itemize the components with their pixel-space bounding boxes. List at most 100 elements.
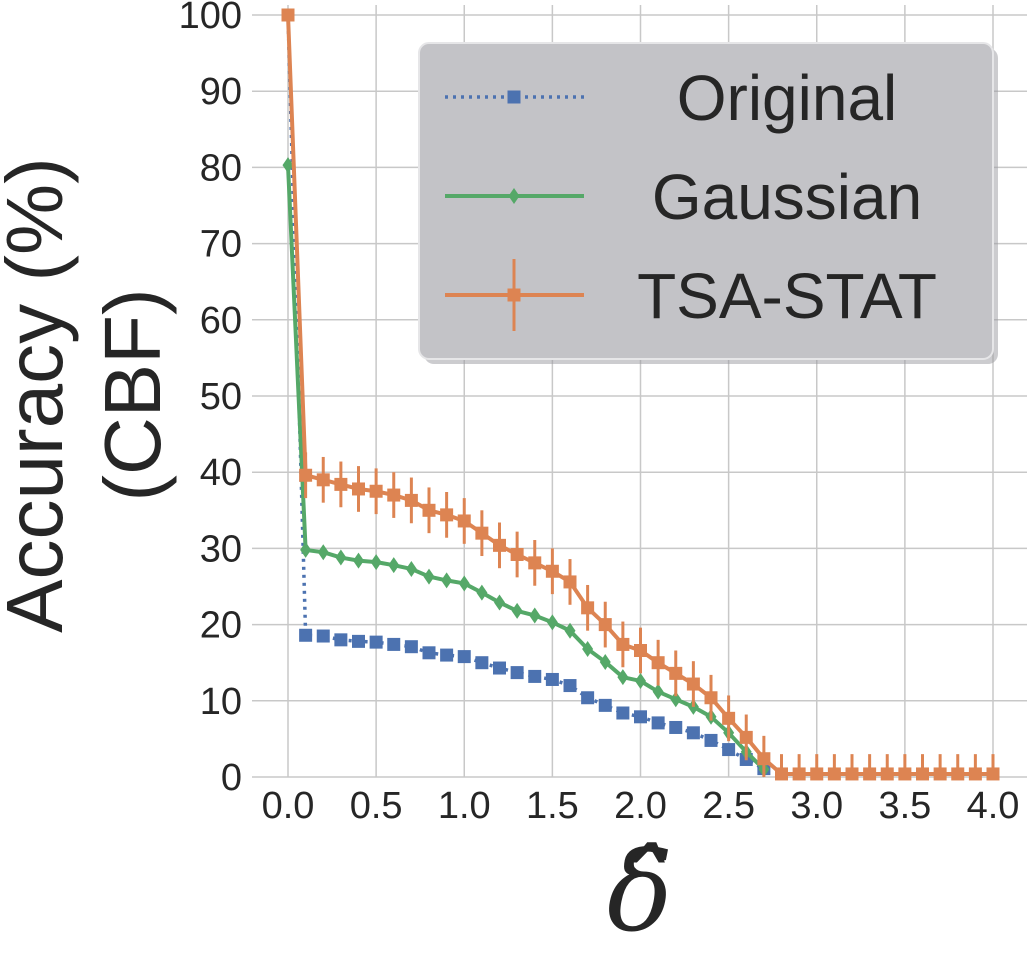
point-tsa-stat <box>810 767 824 781</box>
point-gaussian <box>582 640 594 657</box>
point-original <box>440 648 454 662</box>
y-tick-label: 30 <box>200 528 242 570</box>
point-tsa-stat <box>616 637 630 651</box>
point-tsa-stat <box>475 526 489 540</box>
y-tick-label: 40 <box>200 452 242 494</box>
point-tsa-stat <box>916 767 929 781</box>
point-gaussian <box>546 614 558 631</box>
x-tick-label: 4.0 <box>967 785 1020 827</box>
point-original <box>528 669 542 683</box>
x-tick-label: 0.0 <box>262 785 315 827</box>
point-tsa-stat <box>387 488 401 502</box>
point-tsa-stat <box>651 656 665 670</box>
point-tsa-stat <box>581 601 595 615</box>
point-tsa-stat <box>880 767 894 781</box>
point-original <box>634 710 647 724</box>
point-original <box>316 629 330 643</box>
point-tsa-stat <box>545 564 559 578</box>
point-original <box>722 743 736 757</box>
series-tsa-stat <box>281 8 1000 781</box>
legend-marker-original <box>507 90 521 104</box>
point-tsa-stat <box>933 767 947 781</box>
y-tick-label: 10 <box>200 681 242 723</box>
point-gaussian <box>599 653 611 670</box>
point-original <box>299 628 313 642</box>
point-tsa-stat <box>775 767 788 781</box>
point-gaussian <box>617 669 629 686</box>
point-tsa-stat <box>316 473 330 487</box>
line-gaussian <box>286 165 766 771</box>
point-tsa-stat <box>986 767 1000 781</box>
y-tick-label: 20 <box>200 605 242 647</box>
point-original <box>598 698 612 712</box>
point-original <box>334 633 348 647</box>
legend-marker-tsa-stat <box>507 288 521 302</box>
y-tick-label: 90 <box>200 71 242 113</box>
point-tsa-stat <box>669 666 683 680</box>
point-tsa-stat <box>422 503 436 517</box>
point-tsa-stat <box>686 677 700 691</box>
point-original <box>651 716 665 730</box>
point-tsa-stat <box>404 493 418 507</box>
x-axis-ticks: 0.0 0.5 1.0 1.5 2.0 2.5 3.0 3.5 4.0 <box>262 785 1020 827</box>
series-original <box>281 8 771 776</box>
point-tsa-stat <box>369 484 383 498</box>
point-tsa-stat <box>722 711 736 725</box>
point-original <box>581 691 595 705</box>
legend-label-gaussian: Gaussian <box>652 161 922 233</box>
legend-marker-gaussian <box>508 188 520 204</box>
point-original <box>510 666 524 680</box>
point-gaussian <box>388 557 400 574</box>
point-tsa-stat <box>299 468 313 482</box>
point-gaussian <box>635 672 646 689</box>
point-gaussian <box>494 594 505 611</box>
point-gaussian <box>476 584 488 601</box>
point-gaussian <box>423 568 435 585</box>
point-gaussian <box>317 544 329 561</box>
y-tick-label: 100 <box>179 0 242 37</box>
point-gaussian <box>652 683 664 700</box>
point-tsa-stat <box>352 482 365 496</box>
point-tsa-stat <box>493 538 506 552</box>
point-original <box>369 635 383 649</box>
x-tick-label: 3.0 <box>790 785 843 827</box>
y-tick-label: 50 <box>200 376 242 418</box>
point-gaussian <box>405 560 417 577</box>
point-tsa-stat <box>863 767 877 781</box>
legend-label-original: Original <box>677 62 898 134</box>
series-gaussian <box>282 157 770 778</box>
point-gaussian <box>282 157 294 174</box>
point-original <box>387 637 401 651</box>
x-tick-label: 1.5 <box>526 785 579 827</box>
line-original <box>286 14 765 771</box>
point-original <box>493 661 506 675</box>
point-tsa-stat <box>951 767 965 781</box>
y-axis-label-line-1: Accuracy (%) <box>0 157 79 633</box>
x-tick-label: 3.5 <box>878 785 931 827</box>
legend: Original Gaussian TSA-STAT <box>418 42 998 364</box>
y-tick-label: 70 <box>200 224 242 266</box>
point-tsa-stat <box>827 767 841 781</box>
series-layer <box>281 8 1000 781</box>
point-original <box>475 656 489 670</box>
point-original <box>704 733 718 747</box>
point-tsa-stat <box>739 730 753 744</box>
point-original <box>616 706 630 720</box>
y-axis-label-line-2: (CBF) <box>88 288 177 501</box>
point-tsa-stat <box>510 547 524 561</box>
point-gaussian <box>300 541 312 558</box>
point-tsa-stat <box>845 767 859 781</box>
point-original <box>457 650 471 664</box>
point-gaussian <box>370 554 382 571</box>
point-tsa-stat <box>634 644 647 658</box>
point-gaussian <box>335 549 347 566</box>
point-gaussian <box>458 575 470 592</box>
point-tsa-stat <box>704 691 718 705</box>
legend-label-tsa-stat: TSA-STAT <box>637 260 937 332</box>
y-axis-ticks: 0 10 20 30 40 50 60 70 80 90 100 <box>179 0 242 799</box>
point-tsa-stat <box>757 752 771 766</box>
point-gaussian <box>529 607 541 624</box>
point-original <box>686 726 700 740</box>
point-tsa-stat <box>898 767 912 781</box>
